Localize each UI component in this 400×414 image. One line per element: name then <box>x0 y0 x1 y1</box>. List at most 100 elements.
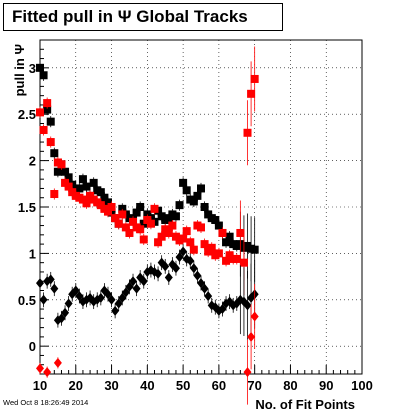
data-point-diamond <box>107 294 116 305</box>
x-tick-label: 70 <box>247 378 261 393</box>
data-point-diamond <box>36 363 44 374</box>
y-tick-label: 1 <box>29 246 36 261</box>
axis-ticks: 10 20 30 40 50 60 70 80 90 100 0 0.5 1 1.5 2 2.5 3 <box>18 48 373 393</box>
x-tick-label: 60 <box>212 378 226 393</box>
y-axis-label: pull in Ψ <box>12 44 27 96</box>
data-point-square <box>103 207 112 216</box>
data-point-diamond <box>36 278 44 289</box>
data-point-square <box>218 228 227 237</box>
x-tick-label: 40 <box>140 378 154 393</box>
data-point-square <box>39 71 48 80</box>
data-point-square <box>214 221 223 230</box>
x-tick-label: 80 <box>283 378 297 393</box>
data-point-square <box>36 108 44 117</box>
data-point-diamond <box>53 357 62 368</box>
data-point-square <box>193 191 202 200</box>
data-point-square <box>236 228 245 237</box>
data-point-diamond <box>243 367 252 378</box>
data-point-square <box>164 228 173 237</box>
data-point-square <box>64 173 73 182</box>
y-tick-label: 1.5 <box>18 200 36 215</box>
data-point-square <box>114 219 123 228</box>
data-point-square <box>200 203 209 211</box>
data-point-diamond <box>129 276 138 287</box>
data-point-square <box>100 193 109 202</box>
data-point-square <box>146 219 155 228</box>
data-point-square <box>197 223 205 232</box>
y-tick-label: 0 <box>29 339 36 354</box>
data-point-square <box>136 225 145 234</box>
data-point-square <box>118 210 127 219</box>
data-point-square <box>75 184 84 193</box>
data-point-square <box>186 238 195 247</box>
data-point-square <box>197 184 205 193</box>
data-point-square <box>225 232 234 241</box>
data-point-square <box>222 256 231 265</box>
data-point-diamond <box>175 252 184 263</box>
data-point-square <box>64 182 73 191</box>
data-point-square <box>179 178 188 187</box>
data-point-square <box>157 232 166 241</box>
data-point-diamond <box>154 268 163 279</box>
data-point-square <box>189 197 198 206</box>
data-point-diamond <box>200 283 209 294</box>
data-point-diamond <box>121 287 130 298</box>
data-point-square <box>111 214 120 223</box>
data-point-square <box>125 228 134 237</box>
data-point-square <box>207 243 216 252</box>
data-point-square <box>182 186 191 195</box>
y-tick-label: 3 <box>29 61 36 76</box>
data-point-diamond <box>39 294 48 305</box>
data-marks <box>36 46 259 405</box>
x-tick-label: 10 <box>33 378 47 393</box>
x-axis-label: No. of Fit Points <box>255 397 355 412</box>
data-point-diamond <box>247 331 256 342</box>
data-point-square <box>96 188 105 197</box>
data-point-diamond <box>111 305 120 316</box>
data-point-diamond <box>132 283 141 294</box>
data-point-square <box>121 223 130 232</box>
data-point-diamond <box>46 274 55 285</box>
data-point-diamond <box>125 281 134 292</box>
data-point-square <box>189 245 198 254</box>
data-point-diamond <box>103 289 112 300</box>
data-point-square <box>175 201 184 210</box>
data-point-square <box>53 167 62 176</box>
data-point-diamond <box>161 261 170 272</box>
data-point-square <box>154 238 163 247</box>
data-point-square <box>82 199 91 208</box>
data-point-square <box>82 182 91 191</box>
data-point-square <box>36 63 44 72</box>
data-point-square <box>239 258 248 267</box>
data-point-square <box>211 215 220 224</box>
data-point-square <box>103 198 112 207</box>
x-tick-label: 50 <box>176 378 190 393</box>
y-tick-label: 2 <box>29 154 36 169</box>
data-point-diamond <box>64 298 73 309</box>
data-point-square <box>168 221 177 230</box>
data-point-square <box>43 105 52 114</box>
data-point-square <box>222 238 231 247</box>
data-point-square <box>50 190 59 199</box>
data-point-diamond <box>50 283 59 294</box>
data-point-diamond <box>218 304 227 315</box>
x-tick-label: 20 <box>69 378 83 393</box>
chart-title: Fitted pull in Ψ Global Tracks <box>3 3 283 31</box>
data-point-square <box>107 203 116 211</box>
data-point-diamond <box>61 307 70 318</box>
data-point-square <box>61 167 70 176</box>
data-point-diamond <box>179 246 188 257</box>
data-point-square <box>182 227 191 236</box>
data-point-square <box>129 217 138 226</box>
data-point-diamond <box>164 272 173 283</box>
x-tick-label: 90 <box>319 378 333 393</box>
data-point-square <box>46 117 55 126</box>
data-point-diamond <box>186 255 195 266</box>
data-point-diamond <box>118 292 127 303</box>
y-tick-label: 0.5 <box>18 293 36 308</box>
timestamp: Wed Oct 8 18:26:49 2014 <box>3 398 89 407</box>
data-point-diamond <box>250 311 259 322</box>
data-point-square <box>214 249 223 258</box>
data-point-square <box>250 74 259 83</box>
data-point-diamond <box>75 291 84 302</box>
